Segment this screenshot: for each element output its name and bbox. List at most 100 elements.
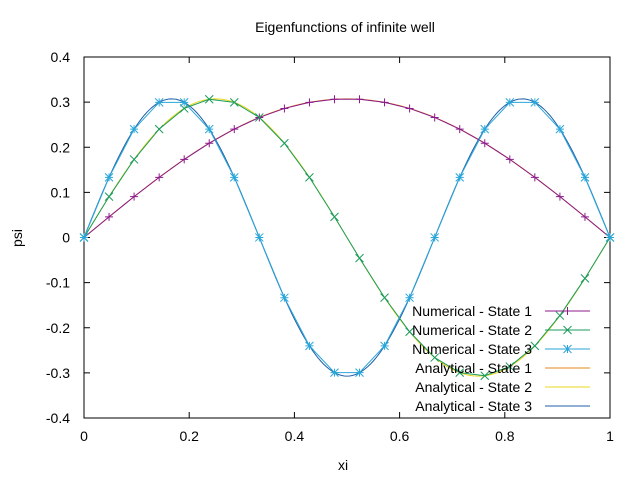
data-point (355, 95, 364, 104)
data-point (104, 173, 114, 182)
y-tick-label: 0.4 (51, 49, 71, 65)
data-point (480, 139, 489, 148)
series-line (83, 98, 611, 238)
data-point (405, 327, 414, 337)
x-tick-label: 0.2 (179, 428, 199, 444)
data-point (204, 94, 214, 104)
data-point (580, 212, 589, 221)
data-point (280, 138, 289, 148)
data-point (305, 341, 314, 351)
legend-label: Analytical - State 3 (415, 398, 532, 414)
data-point (330, 212, 339, 222)
data-point (380, 98, 389, 107)
legend-label: Numerical - State 1 (412, 303, 532, 319)
data-point (380, 341, 389, 351)
series-layer (79, 94, 615, 381)
y-tick-label: 0.1 (51, 184, 71, 200)
legend: Numerical - State 1 Numerical - State 2 Nu… (412, 303, 590, 414)
data-point (229, 97, 239, 107)
y-tick-label: 0.3 (51, 94, 71, 110)
data-point (280, 104, 289, 113)
data-point (254, 113, 264, 122)
data-point (130, 192, 139, 201)
data-point (430, 233, 440, 242)
series-numerical-state-2 (79, 94, 615, 381)
legend-item: Numerical - State 1 (412, 303, 590, 319)
series-analytical-state-3 (83, 98, 611, 377)
y-tick-label: 0.2 (51, 139, 71, 155)
series-line (83, 98, 611, 377)
data-point (605, 233, 615, 242)
data-point (355, 368, 364, 378)
y-tick-label: -0.2 (46, 320, 70, 336)
y-axis-label: psi (9, 229, 25, 247)
data-point (455, 125, 464, 134)
data-point (455, 368, 465, 378)
data-point (505, 98, 515, 107)
series-numerical-state-1 (80, 95, 614, 242)
data-point (179, 98, 189, 107)
data-point (555, 311, 565, 320)
legend-marker (563, 307, 572, 315)
data-point (280, 293, 289, 303)
data-point (204, 124, 214, 134)
legend-item: Analytical - State 1 (415, 360, 590, 376)
data-point (205, 139, 214, 148)
data-point (530, 173, 539, 182)
y-tick-label: -0.4 (46, 410, 70, 426)
x-tick-label: 0.6 (390, 428, 410, 444)
legend-label: Numerical - State 2 (412, 322, 532, 338)
legend-marker (563, 344, 572, 354)
data-point (105, 212, 114, 221)
data-point (455, 172, 465, 182)
data-point (104, 192, 114, 202)
x-tick-label: 0.4 (285, 428, 305, 444)
data-point (180, 155, 189, 164)
data-point (530, 97, 540, 107)
data-point (330, 95, 339, 104)
data-point (405, 293, 414, 303)
legend-label: Numerical - State 3 (412, 341, 532, 357)
legend-item: Analytical - State 2 (415, 379, 590, 395)
data-point (555, 124, 565, 134)
data-point (430, 113, 439, 122)
data-point (555, 192, 564, 201)
series-line (83, 101, 611, 374)
x-axis-label: xi (338, 457, 348, 473)
data-point (254, 233, 264, 242)
data-point (405, 104, 414, 113)
chart-title: Eigenfunctions of infinite well (255, 19, 435, 35)
x-ticks: 0 0.2 0.4 0.6 0.8 1 (80, 57, 614, 444)
data-point (430, 353, 440, 362)
data-point (154, 124, 164, 134)
data-point (230, 125, 239, 134)
data-point (129, 124, 139, 134)
x-tick-label: 0 (80, 428, 88, 444)
data-point (229, 172, 239, 182)
data-point (480, 124, 490, 134)
data-point (580, 173, 590, 182)
legend-item: Analytical - State 3 (415, 398, 590, 414)
legend-label: Analytical - State 1 (415, 360, 532, 376)
legend-item: Numerical - State 3 (412, 341, 590, 357)
y-tick-label: -0.3 (46, 365, 70, 381)
y-ticks: 0.4 0.3 0.2 0.1 0 -0.1 -0.2 -0.3 -0.4 (46, 49, 610, 426)
legend-marker (563, 325, 572, 335)
x-tick-label: 0.8 (495, 428, 515, 444)
data-point (154, 97, 164, 107)
x-tick-label: 1 (606, 428, 614, 444)
data-point (580, 273, 590, 283)
series-line (83, 98, 611, 377)
data-point (530, 341, 540, 351)
data-point (380, 293, 389, 302)
data-point (79, 233, 89, 242)
data-point (480, 371, 490, 381)
data-point (155, 173, 164, 182)
data-point (305, 98, 314, 107)
y-tick-label: -0.1 (46, 275, 70, 291)
legend-label: Analytical - State 2 (415, 379, 532, 395)
data-point (355, 253, 364, 263)
data-point (129, 155, 139, 164)
legend-item: Numerical - State 2 (412, 322, 590, 338)
